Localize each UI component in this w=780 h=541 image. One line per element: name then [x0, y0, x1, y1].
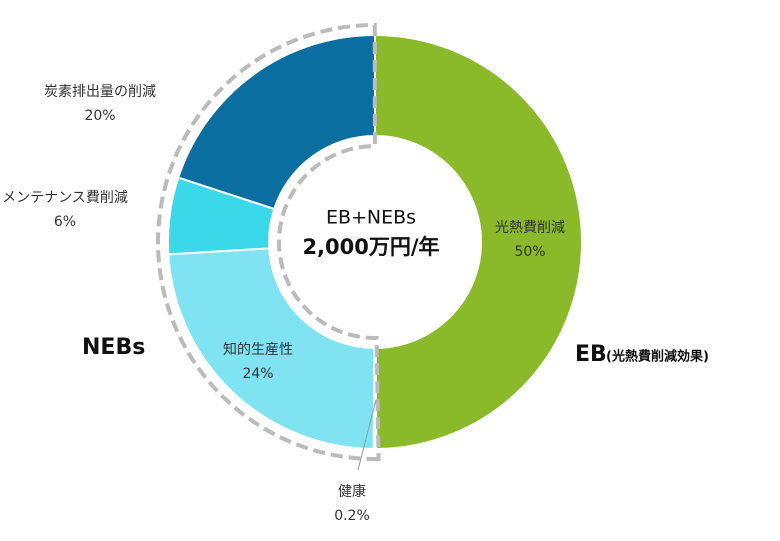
- slice: [167, 247, 376, 451]
- slice: [374, 33, 583, 451]
- group-outline: [155, 22, 381, 461]
- value-label: 20%: [84, 108, 115, 124]
- value-label: 0.2%: [334, 508, 370, 524]
- slice-label: 光熱費削減: [495, 219, 565, 236]
- leader-line: [357, 399, 377, 471]
- value-label: 6%: [54, 214, 76, 230]
- slice: [177, 33, 376, 211]
- value-label: 50%: [514, 244, 545, 260]
- group-label: EB: [575, 342, 607, 367]
- slice-label: 知的生産性: [223, 341, 293, 358]
- slice-label: 炭素排出量の削減: [44, 83, 156, 100]
- slice-label: メンテナンス費削減: [2, 189, 128, 206]
- group-label: NEBs: [82, 335, 145, 360]
- group-label: (光熱費削減効果): [606, 349, 709, 365]
- center-subtitle: 2,000万円/年: [302, 235, 439, 259]
- center-title: EB+NEBs: [326, 207, 416, 229]
- value-label: 24%: [242, 366, 273, 382]
- slice-label: 健康: [338, 483, 366, 500]
